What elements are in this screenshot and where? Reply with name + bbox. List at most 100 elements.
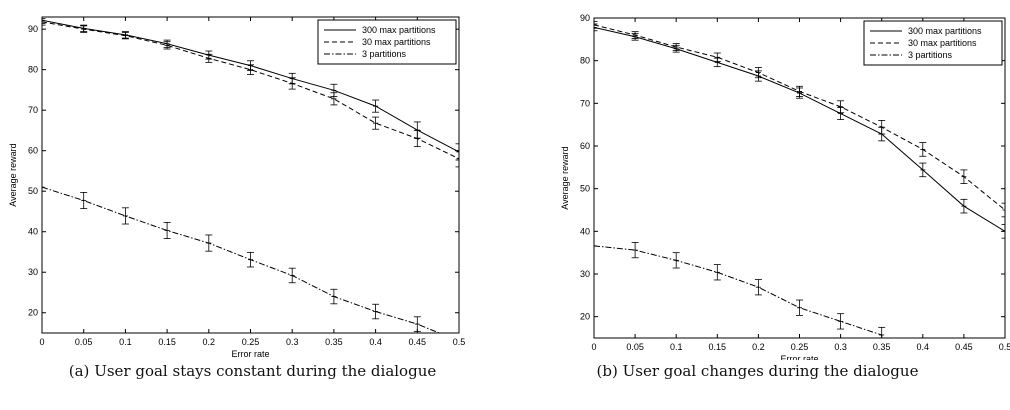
chart-1-series-1-errorbar	[919, 142, 927, 157]
chart-0-series-2-errorbar	[288, 267, 296, 284]
chart-b-panel-label: (b)	[596, 362, 618, 380]
chart-0-series-1-errorbar	[42, 18, 46, 26]
chart-0-series-2-errorbar	[205, 234, 213, 252]
chart-1-x-tick-label: 0.2	[752, 342, 765, 352]
chart-0-x-tick-label: 0.05	[75, 337, 93, 347]
chart-1-series-1-errorbar	[754, 67, 762, 79]
chart-1-y-axis-label: Average reward	[560, 146, 570, 209]
chart-1-series-1-errorbar	[631, 31, 639, 39]
chart-0-series-2-errorbar	[372, 303, 380, 320]
chart-0-legend-entry-1: 30 max partitions	[362, 37, 431, 47]
chart-1-x-tick-label: 0.35	[873, 342, 891, 352]
chart-panel-b: 0 0.05 0.1 0.15 0.2 0.25 0.3 0.35 0.4 0.45 0.5 20 30…	[505, 0, 1010, 410]
chart-1-x-tick-label: 0.3	[834, 342, 847, 352]
chart-1-axes-box	[593, 17, 1006, 339]
chart-1-series-2-errorbar	[878, 326, 886, 338]
chart-0-series-1-errorbar	[413, 130, 421, 148]
chart-0-series-2-errorbar	[413, 316, 421, 332]
chart-0-y-tick-label: 30	[28, 267, 38, 277]
chart-0-series-0-errorbar	[42, 17, 46, 24]
chart-0-series-1-errorbar	[372, 116, 380, 130]
chart-1-series-1-errorbar	[960, 169, 968, 184]
chart-0-x-tick-label: 0.45	[409, 337, 427, 347]
chart-0-series-2-errorbar	[121, 207, 129, 225]
chart-0-x-tick-label: 0.1	[119, 337, 132, 347]
chart-0-plot-area	[42, 17, 459, 333]
chart-1-y-tick-label: 40	[580, 226, 590, 236]
chart-0-series-0-errorbar	[372, 99, 380, 113]
chart-0-y-tick-label: 80	[28, 65, 38, 75]
chart-1-legend-entry-2: 3 partitions	[908, 50, 953, 60]
chart-1-y-tick-label: 30	[580, 269, 590, 279]
chart-1-series-2-errorbar	[631, 242, 639, 259]
chart-0-y-tick-label: 70	[28, 105, 38, 115]
chart-0-x-tick-label: 0.4	[369, 337, 382, 347]
chart-1-series-2-errorbar	[796, 299, 803, 316]
chart-0-legend: 300 max partitions 30 max partitions 3 par…	[317, 19, 457, 65]
chart-1-series-1-errorbar	[1001, 202, 1005, 218]
chart-0-x-tick-label: 0	[39, 337, 44, 347]
chart-1-series-0-errorbar	[919, 162, 927, 178]
chart-0-series-1-errorbar	[121, 31, 129, 40]
chart-1-x-tick-label: 0.5	[999, 342, 1010, 352]
chart-1-series-2-errorbar	[754, 279, 762, 296]
chart-0-y-tick-label: 90	[28, 24, 38, 34]
chart-0-y-tick-label: 60	[28, 146, 38, 156]
chart-1-plot-area	[594, 21, 1005, 338]
chart-0-y-tick-label: 50	[28, 186, 38, 196]
chart-a-caption: (a) User goal stays constant during the …	[0, 362, 505, 380]
chart-0-x-tick-label: 0.5	[453, 337, 466, 347]
chart-0-series-1-errorbar	[205, 53, 213, 63]
chart-1-x-tick-label: 0.05	[626, 342, 644, 352]
chart-0-series-1-errorbar	[247, 64, 254, 75]
chart-0-series-2-errorbar	[330, 288, 338, 305]
chart-1-series-0-errorbar	[960, 198, 968, 214]
chart-0-x-tick-label: 0.35	[325, 337, 343, 347]
chart-b-plot: 0 0.05 0.1 0.15 0.2 0.25 0.3 0.35 0.4 0.45 0.5 20 30…	[560, 13, 1010, 360]
chart-0-series-2-errorbar	[247, 251, 254, 268]
chart-1-series-2-errorbar	[672, 252, 680, 269]
chart-1-series-1-errorbar	[594, 21, 598, 29]
chart-1-series-2-errorbar	[837, 313, 845, 330]
chart-0-x-tick-label: 0.2	[203, 337, 216, 347]
chart-0-series-1-errorbar	[330, 92, 338, 106]
chart-1-series-line-2	[594, 245, 882, 336]
chart-b-caption-text: User goal changes during the dialogue	[622, 362, 919, 380]
chart-1-series-0-errorbar	[594, 23, 598, 32]
chart-1-series-1-errorbar	[837, 100, 845, 114]
chart-0-series-1-errorbar	[455, 150, 459, 168]
chart-1-y-tick-label: 90	[580, 13, 590, 23]
chart-0-legend-entry-2: 3 partitions	[362, 49, 407, 59]
chart-1-series-0-errorbar	[1001, 224, 1005, 239]
chart-1-y-tick-label: 70	[580, 98, 590, 108]
chart-1-series-1-errorbar	[713, 52, 721, 62]
chart-0-x-tick-label: 0.25	[242, 337, 260, 347]
chart-0-series-0-errorbar	[455, 143, 459, 161]
chart-1-y-tick-label: 20	[580, 312, 590, 322]
chart-0-series-1-errorbar	[288, 77, 296, 90]
chart-0-y-tick-label: 20	[28, 308, 38, 318]
chart-1-series-1-errorbar	[672, 43, 680, 51]
chart-1-series-1-errorbar	[796, 85, 803, 97]
chart-0-series-2-errorbar	[163, 221, 171, 240]
chart-1-x-tick-label: 0	[591, 342, 596, 352]
chart-a-caption-text: User goal stays constant during the dial…	[94, 362, 437, 380]
chart-1-legend-entry-1: 30 max partitions	[908, 38, 977, 48]
chart-1-x-tick-label: 0.4	[917, 342, 930, 352]
chart-1-series-1-errorbar	[878, 120, 886, 135]
chart-0-x-axis-label: Error rate	[231, 349, 269, 359]
chart-1-x-tick-label: 0.45	[955, 342, 973, 352]
chart-1-legend: 300 max partitions 30 max partitions 3 par…	[863, 20, 1003, 66]
chart-1-y-tick-label: 80	[580, 56, 590, 66]
chart-0-x-tick-label: 0.15	[158, 337, 176, 347]
chart-0-y-axis-label: Average reward	[8, 143, 18, 206]
chart-a-panel-label: (a)	[68, 362, 90, 380]
chart-1-x-tick-label: 0.25	[791, 342, 809, 352]
chart-1-y-tick-label: 50	[580, 184, 590, 194]
chart-1-x-tick-label: 0.1	[670, 342, 683, 352]
chart-1-legend-entry-0: 300 max partitions	[908, 26, 982, 36]
chart-0-series-1-errorbar	[80, 25, 88, 33]
chart-0-x-tick-label: 0.3	[286, 337, 299, 347]
chart-0-y-tick-label: 40	[28, 227, 38, 237]
chart-b-caption: (b) User goal changes during the dialogu…	[505, 362, 1010, 380]
